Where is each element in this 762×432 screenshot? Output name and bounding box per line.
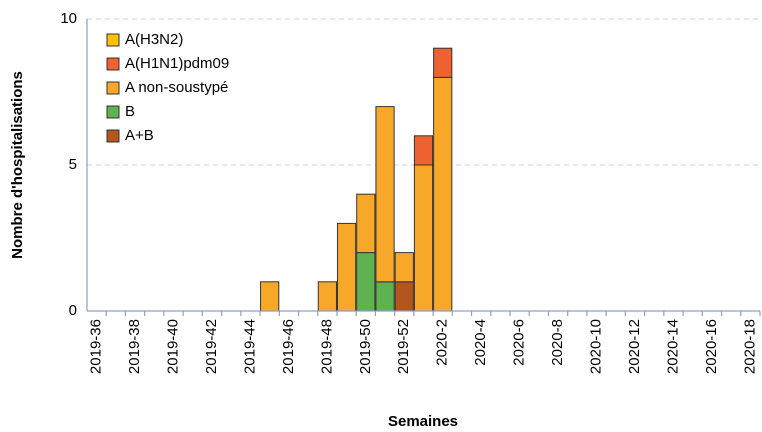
legend-label: A(H1N1)pdm09 (125, 55, 229, 72)
legend-swatch (106, 129, 120, 143)
bar-segment (356, 193, 376, 254)
x-tick-label: 2020-12 (626, 319, 643, 374)
legend-swatch (106, 57, 120, 71)
bar-segment (375, 106, 395, 283)
x-tick-label: 2020-18 (741, 319, 758, 374)
legend-swatch (106, 105, 120, 119)
y-axis-title: Nombre d'hospitalisations (9, 71, 26, 259)
legend-label: A(H3N2) (125, 31, 183, 48)
legend-swatch (106, 33, 120, 47)
bar-segment (317, 281, 337, 312)
bar-segment (394, 252, 414, 283)
x-tick-label: 2019-36 (88, 319, 105, 374)
x-tick-label: 2019-50 (357, 319, 374, 374)
x-tick-label: 2020-10 (588, 319, 605, 374)
x-tick-label: 2020-4 (472, 319, 489, 366)
y-tick-label: 5 (69, 156, 77, 173)
x-tick-label: 2020-6 (511, 319, 528, 366)
x-tick-label: 2020-2 (434, 319, 451, 366)
bar-segment (413, 164, 434, 312)
bar-segment (433, 47, 453, 78)
legend-label: B (125, 103, 135, 120)
x-tick-label: 2020-16 (703, 319, 720, 374)
bar-segment (433, 76, 453, 312)
x-tick-label: 2019-42 (203, 319, 220, 374)
x-tick-label: 2019-48 (318, 319, 335, 374)
bar-segment (260, 281, 280, 312)
bar-segment (375, 281, 395, 312)
x-tick-label: 2019-38 (126, 319, 143, 374)
y-tick-label: 10 (60, 10, 77, 27)
bar-segment (394, 281, 414, 312)
x-tick-label: 2019-52 (395, 319, 412, 374)
legend-swatch (106, 81, 120, 95)
x-tick-label: 2019-46 (280, 319, 297, 374)
legend-label: A non-soustypé (125, 79, 228, 96)
y-tick-label: 0 (69, 302, 77, 319)
x-tick-label: 2019-44 (241, 319, 258, 374)
bar-segment (356, 252, 376, 312)
x-tick-label: 2019-40 (164, 319, 181, 374)
x-axis-title: Semaines (388, 413, 458, 430)
x-tick-label: 2020-14 (664, 319, 681, 374)
bar-segment (336, 222, 357, 312)
bar-segment (413, 135, 434, 166)
legend-label: A+B (125, 127, 154, 144)
x-tick-label: 2020-8 (549, 319, 566, 366)
